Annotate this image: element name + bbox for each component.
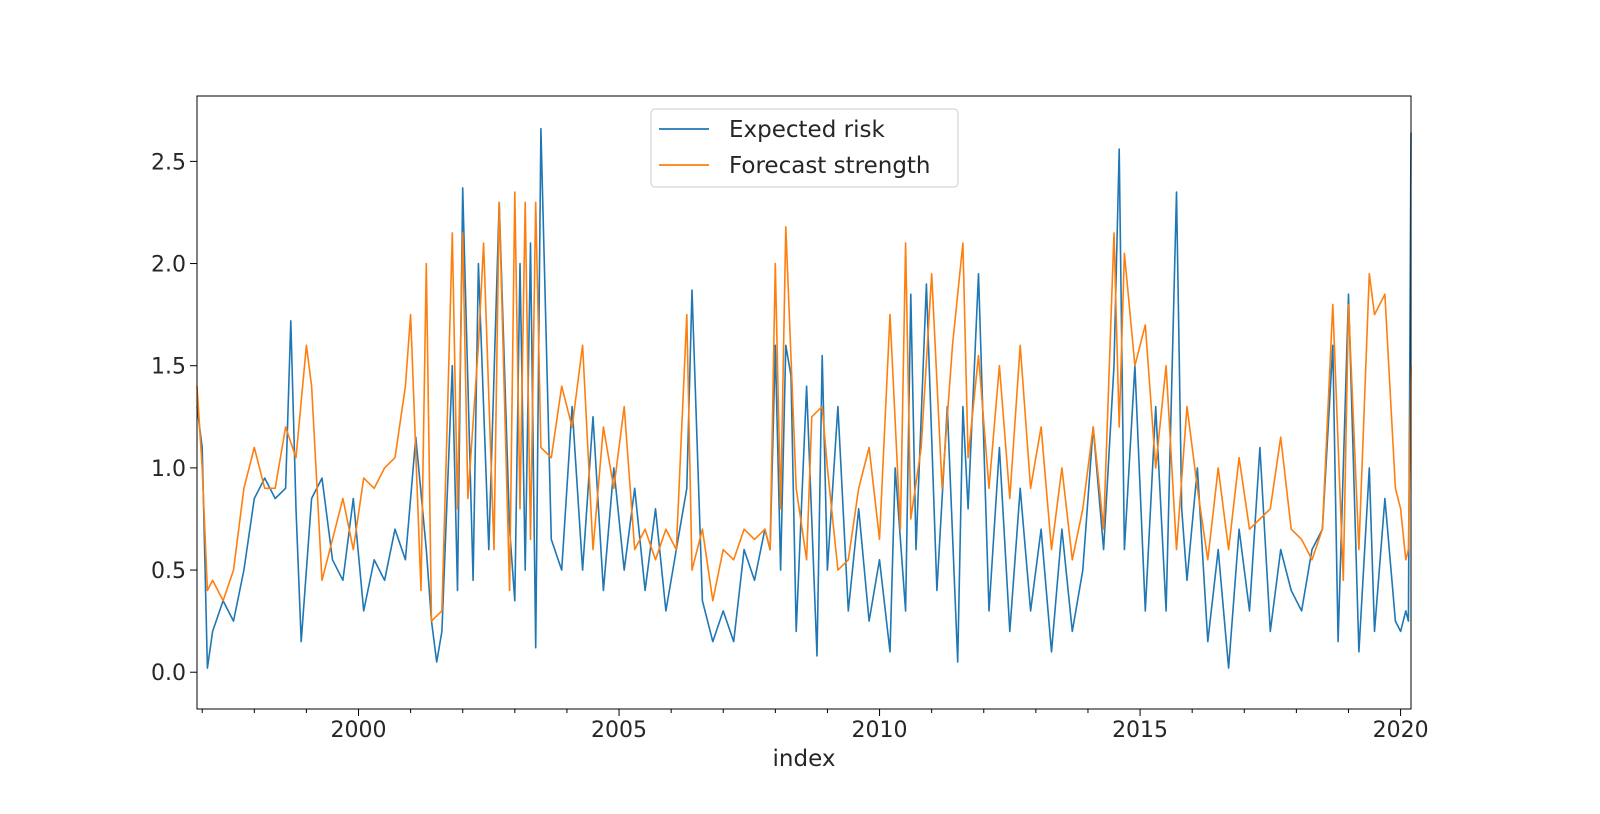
y-tick-label: 1.0 <box>151 457 186 482</box>
legend-label: Forecast strength <box>729 153 931 179</box>
y-tick-label: 2.0 <box>151 253 186 278</box>
y-tick-label: 2.5 <box>151 150 186 175</box>
series-layer <box>196 127 1412 669</box>
plot-area <box>197 96 1411 709</box>
y-tick-label: 0.5 <box>151 559 186 584</box>
x-axis: 2000 2005 2010 2015 2020 <box>201 709 1429 743</box>
plot-frame <box>196 95 1412 710</box>
legend-box <box>650 108 959 188</box>
legend: Expected risk Forecast strength <box>650 108 959 188</box>
x-tick-label: 2020 <box>1373 718 1429 743</box>
x-tick-label: 2010 <box>852 718 908 743</box>
x-tick-label: 2015 <box>1112 718 1168 743</box>
y-tick-label: 1.5 <box>151 355 186 380</box>
x-axis-title: index <box>773 746 836 772</box>
x-tick-label: 2000 <box>331 718 387 743</box>
y-tick-label: 0.0 <box>151 661 186 686</box>
y-axis: 0.0 0.5 1.0 1.5 2.0 2.5 <box>151 150 197 686</box>
legend-label: Expected risk <box>729 117 885 143</box>
series-line-forecast-strength <box>196 191 1412 622</box>
x-tick-label: 2005 <box>591 718 647 743</box>
